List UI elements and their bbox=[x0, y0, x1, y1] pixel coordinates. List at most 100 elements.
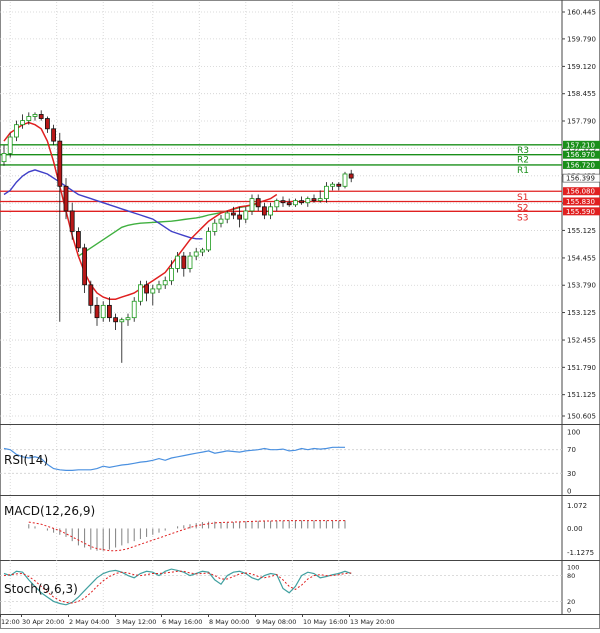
price-tick-label: 151.790 bbox=[567, 364, 596, 372]
candle-body bbox=[243, 210, 249, 220]
current-price-label: 156.399 bbox=[566, 175, 595, 183]
level-name-s3: S3 bbox=[517, 213, 528, 223]
candle-body bbox=[57, 140, 63, 187]
time-tick-label: 2 May 04:00 bbox=[69, 618, 109, 626]
rsi-tick-label: 0 bbox=[567, 488, 571, 496]
candle-body bbox=[193, 251, 199, 257]
level-price-label-s3: 155.590 bbox=[566, 208, 595, 216]
macd-title: MACD(12,26,9) bbox=[4, 504, 95, 518]
candle-body bbox=[336, 183, 342, 187]
candle-body bbox=[32, 114, 38, 117]
candle-body bbox=[280, 200, 286, 204]
candle-body bbox=[268, 206, 274, 216]
level-price-box-r3 bbox=[563, 140, 600, 149]
level-name-r3: R3 bbox=[517, 146, 529, 156]
candle-body bbox=[88, 284, 94, 306]
time-tick-label: 12:00 bbox=[1, 618, 20, 626]
candle-body bbox=[212, 222, 218, 232]
level-price-box-s1 bbox=[563, 187, 600, 196]
price-tick-label: 155.125 bbox=[567, 227, 596, 235]
macd-tick-label: 0.00 bbox=[567, 525, 583, 533]
stoch-tick-label: 20 bbox=[567, 598, 575, 606]
price-tick-label: 160.445 bbox=[567, 9, 596, 17]
candle-body bbox=[187, 255, 193, 269]
candle-body bbox=[206, 231, 212, 251]
level-price-box-s3 bbox=[563, 207, 600, 216]
candle-body bbox=[13, 124, 19, 138]
candle-body bbox=[255, 198, 261, 208]
candle-body bbox=[175, 255, 181, 269]
candle-body bbox=[63, 185, 69, 212]
candle-body bbox=[156, 284, 162, 290]
candle-body bbox=[330, 183, 336, 187]
candle-body bbox=[7, 136, 13, 154]
candle-body bbox=[113, 317, 118, 323]
price-tick-label: 159.790 bbox=[567, 35, 596, 43]
rsi-title: RSI(14) bbox=[4, 453, 48, 467]
level-name-s1: S1 bbox=[517, 193, 528, 203]
level-price-box-r2 bbox=[563, 150, 600, 159]
level-price-box-r1 bbox=[563, 160, 600, 169]
macd-tick-label: -1.1275 bbox=[567, 549, 594, 557]
level-price-label-s1: 156.080 bbox=[566, 188, 595, 196]
candle-body bbox=[38, 114, 44, 119]
time-tick-label: 3 May 12:00 bbox=[116, 618, 156, 626]
ma-blue-line bbox=[3, 169, 203, 240]
candle-body bbox=[292, 200, 298, 206]
candle-body bbox=[107, 304, 112, 319]
price-tick-label: 153.790 bbox=[567, 282, 596, 290]
candle-body bbox=[348, 173, 354, 179]
candle-body bbox=[199, 249, 205, 253]
candle-body bbox=[94, 304, 100, 319]
candle-body bbox=[100, 304, 106, 319]
candle-body bbox=[237, 214, 243, 220]
level-name-r1: R1 bbox=[517, 166, 529, 176]
candle-body bbox=[76, 231, 81, 249]
level-name-r2: R2 bbox=[517, 156, 529, 166]
candle-body bbox=[261, 206, 267, 216]
level-price-label-r2: 156.970 bbox=[566, 151, 595, 159]
time-tick-label: 6 May 16:00 bbox=[162, 618, 202, 626]
candle-body bbox=[317, 198, 323, 202]
time-tick-label: 13 May 20:00 bbox=[350, 618, 395, 626]
price-tick-label: 150.605 bbox=[567, 413, 596, 421]
candle-body bbox=[286, 202, 292, 206]
candle-body bbox=[274, 200, 280, 208]
rsi-tick-label: 70 bbox=[567, 446, 576, 454]
candle-body bbox=[137, 284, 143, 302]
rsi-line bbox=[3, 446, 345, 471]
stoch-tick-label: 100 bbox=[567, 564, 579, 572]
macd-tick-label: 1.072 bbox=[567, 502, 587, 510]
candle-body bbox=[26, 116, 32, 121]
price-tick-label: 159.120 bbox=[567, 63, 596, 71]
macd-signal-line bbox=[28, 520, 345, 552]
candle-body bbox=[342, 173, 348, 187]
time-tick-label: 30 Apr 20:00 bbox=[22, 618, 64, 626]
candle-body bbox=[1, 153, 7, 163]
level-price-label-r3: 157.210 bbox=[566, 141, 595, 149]
stoch-d-line bbox=[3, 570, 352, 604]
rsi-tick-label: 100 bbox=[567, 429, 580, 437]
candle-body bbox=[20, 120, 26, 126]
stoch-title: Stoch(9,6,3) bbox=[4, 582, 78, 596]
candle-body bbox=[299, 200, 305, 204]
candle-body bbox=[323, 185, 329, 200]
candle-body bbox=[144, 284, 150, 294]
candle-body bbox=[305, 198, 311, 204]
candle-body bbox=[224, 212, 230, 220]
candle-body bbox=[218, 218, 224, 224]
price-tick-label: 152.455 bbox=[567, 337, 596, 345]
stoch-k-line bbox=[3, 568, 352, 606]
candle-body bbox=[51, 128, 56, 142]
candle-body bbox=[181, 255, 187, 269]
stoch-tick-label: 0 bbox=[567, 607, 571, 615]
candle-body bbox=[230, 212, 236, 216]
rsi-tick-label: 30 bbox=[567, 470, 576, 478]
stoch-tick-label: 80 bbox=[567, 572, 575, 580]
price-tick-label: 158.455 bbox=[567, 90, 596, 98]
price-tick-label: 154.455 bbox=[567, 254, 596, 262]
current-price-box bbox=[562, 173, 600, 183]
candle-body bbox=[168, 268, 174, 282]
